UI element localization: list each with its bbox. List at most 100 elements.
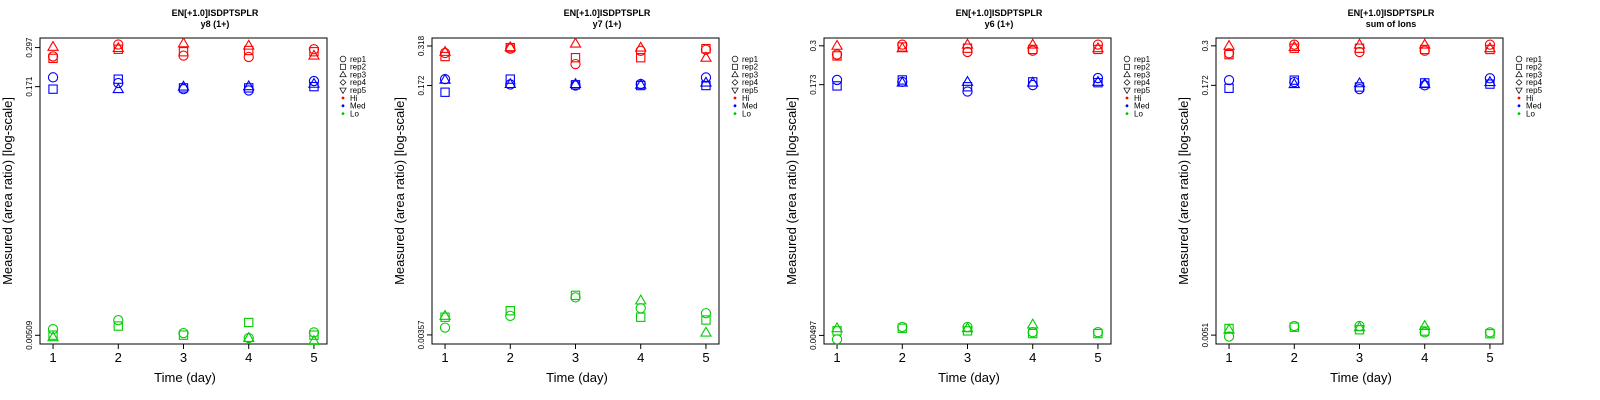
- data-point-hi-rep3: [242, 39, 255, 50]
- legend-symbol: [731, 70, 739, 78]
- legend-dot-lo: [733, 112, 737, 115]
- legend-dot-med: [1125, 104, 1129, 108]
- data-point-hi-rep1: [570, 58, 581, 70]
- plot-frame: [1215, 37, 1504, 345]
- x-tick-label: 5: [702, 350, 709, 365]
- data-point-hi-rep3: [439, 45, 452, 56]
- data-point-med-rep3: [1483, 75, 1496, 87]
- legend-symbol-rep3: [731, 70, 739, 78]
- data-point-lo-rep3: [1026, 318, 1039, 329]
- legend-symbol-rep5: [1515, 87, 1523, 95]
- data-point-med-rep1: [1289, 76, 1300, 88]
- data-point-med-rep3: [1026, 76, 1039, 87]
- data-point-hi-rep3: [1418, 38, 1431, 49]
- data-point-med-rep1: [1354, 83, 1365, 95]
- legend-label: Hi: [742, 94, 750, 103]
- data-point-hi-rep3: [831, 39, 844, 50]
- legend-label: Hi: [1134, 94, 1142, 103]
- legend-label: rep5: [350, 86, 367, 95]
- data-point-hi-rep2: [309, 47, 319, 57]
- data-point-lo-rep1: [831, 334, 843, 345]
- y-tick-label: 0.171: [25, 76, 34, 97]
- x-tick-label: 3: [964, 350, 971, 365]
- data-point-hi-rep1: [47, 51, 59, 62]
- legend-label: rep2: [1134, 63, 1151, 72]
- data-point-med-rep1: [308, 75, 320, 87]
- data-point-lo-rep2: [636, 312, 646, 322]
- legend-symbol-rep5: [1123, 87, 1131, 95]
- legend-symbol-rep2: [732, 63, 738, 70]
- data-point-med-rep1: [1223, 75, 1235, 86]
- data-point-lo-rep1: [113, 315, 124, 326]
- x-tick-label: 1: [49, 350, 56, 365]
- data-point-hi-rep2: [440, 51, 450, 62]
- data-point-lo-rep2: [701, 315, 711, 325]
- legend-symbol-rep4: [1123, 79, 1131, 86]
- data-point-lo-rep2: [309, 330, 319, 340]
- legend-dot-lo: [1517, 112, 1521, 115]
- data-point-hi-rep1: [1419, 45, 1430, 56]
- data-point-hi-rep3: [504, 40, 517, 52]
- data-point-med-rep2: [570, 80, 581, 90]
- data-point-hi-rep1: [439, 47, 451, 59]
- data-point-med-rep3: [439, 73, 452, 84]
- legend-symbol: [1515, 87, 1523, 95]
- y-tick-label: 0.318: [417, 35, 426, 56]
- data-point-hi-rep1: [635, 45, 646, 56]
- legend-symbol-rep1: [339, 55, 347, 63]
- data-point-hi-rep2: [1354, 43, 1365, 53]
- data-point-hi-rep1: [113, 39, 124, 50]
- legend-label: rep1: [1526, 55, 1543, 64]
- data-point-lo-rep3: [307, 334, 320, 345]
- legend-symbol-rep1: [1515, 55, 1523, 63]
- data-point-hi-rep1: [178, 50, 189, 61]
- data-point-hi-rep1: [700, 44, 712, 55]
- data-point-hi-rep2: [636, 53, 646, 63]
- x-tick-label: 5: [1094, 350, 1101, 365]
- data-point-hi-rep2: [897, 42, 907, 52]
- data-point-med-rep1: [47, 72, 59, 83]
- x-tick-label: 1: [1225, 350, 1232, 365]
- legend-symbol: [731, 87, 739, 95]
- data-point-lo-rep2: [962, 326, 973, 336]
- legend-symbol-rep3: [1123, 70, 1131, 78]
- data-point-lo-rep2: [1028, 328, 1038, 339]
- data-point-hi-rep1: [1223, 48, 1235, 59]
- data-point-hi-rep3: [699, 51, 712, 62]
- data-point-hi-rep2: [962, 43, 973, 53]
- data-point-lo-rep2: [178, 330, 189, 340]
- chart-title: EN[+1.0]ISDPTSPLR: [1348, 8, 1435, 18]
- legend-symbol: [731, 55, 739, 63]
- legend-label: rep5: [742, 86, 759, 95]
- legend-symbol-rep1: [1123, 55, 1131, 63]
- x-axis-label: Time (day): [938, 370, 1000, 385]
- y-tick-label: 0.00509: [25, 320, 34, 349]
- legend-label: rep2: [1526, 63, 1543, 72]
- legend-label: rep4: [1526, 78, 1543, 87]
- data-point-med-rep3: [634, 78, 647, 89]
- data-point-hi-rep1: [1027, 45, 1038, 56]
- data-point-lo-rep1: [178, 327, 189, 339]
- x-tick-label: 5: [310, 350, 317, 365]
- legend-symbol-rep3: [339, 70, 347, 78]
- legend-label: Lo: [350, 109, 359, 118]
- data-point-lo-rep2: [1093, 328, 1103, 339]
- data-point-lo-rep3: [242, 331, 255, 342]
- data-point-med-rep2: [440, 87, 450, 97]
- data-point-lo-rep1: [439, 322, 451, 333]
- x-tick-label: 4: [1421, 350, 1428, 365]
- data-point-lo-rep2: [1289, 322, 1299, 332]
- legend-dot-hi: [1517, 96, 1521, 100]
- x-tick-label: 4: [1029, 350, 1036, 365]
- data-point-med-rep3: [961, 75, 974, 86]
- y-tick-label: 0.0051: [1201, 322, 1210, 347]
- legend-dot-lo: [341, 112, 345, 115]
- legend-symbol-rep2: [340, 63, 346, 70]
- data-point-med-rep2: [636, 80, 646, 91]
- data-point-lo-rep3: [47, 330, 60, 342]
- y-tick-label: 0.172: [1201, 75, 1210, 96]
- chart-subtitle: sum of Ions: [1366, 19, 1417, 29]
- data-point-hi-rep1: [1092, 39, 1104, 50]
- legend-label: rep3: [1526, 70, 1543, 79]
